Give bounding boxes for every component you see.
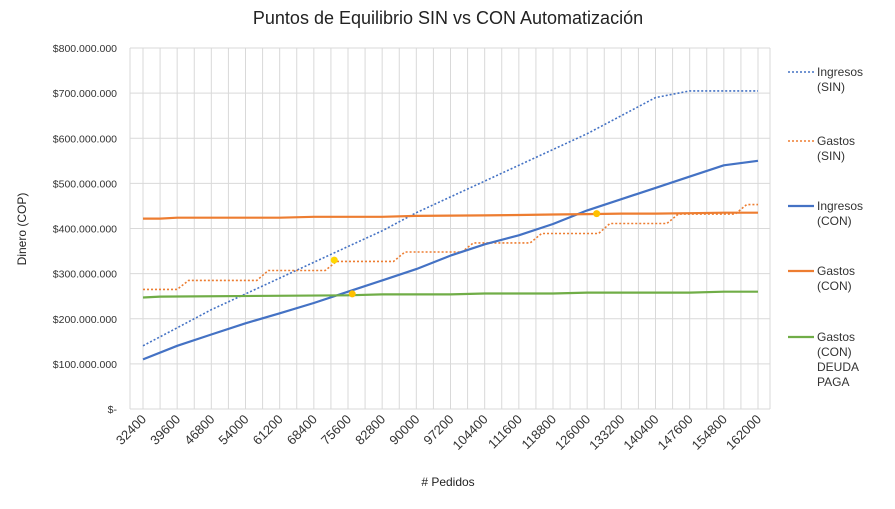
chart-title: Puntos de Equilibrio SIN vs CON Automati… [253,8,643,28]
y-axis-title: Dinero (COP) [15,193,29,266]
legend-label: Gastos [817,134,855,148]
series-line-1 [142,90,758,347]
x-tick-label: 140400 [620,412,661,453]
x-axis-ticks: 3240039600468005400061200684007560082800… [113,412,764,453]
legend-label: (CON) [817,345,852,359]
x-tick-label: 61200 [250,412,286,448]
series-line-4 [143,211,758,220]
break-even-point [348,290,356,298]
break-even-point [593,210,601,218]
y-axis-ticks: $- $100.000.000 $200.000.000 $300.000.000 $4… [53,43,118,416]
series-line-5 [142,290,758,299]
x-tick-label: 104400 [449,412,490,453]
y-tick-label: $800.000.000 [53,43,117,55]
grid [129,47,771,410]
series-line-3 [142,159,759,361]
x-tick-label: 162000 [723,412,764,453]
legend-label: (SIN) [817,149,845,163]
legend-label: Ingresos [817,65,863,79]
y-tick-label: $600.000.000 [53,133,117,145]
legend-label: (CON) [817,214,852,228]
break-even-point [330,256,338,264]
x-tick-label: 75600 [318,412,354,448]
x-tick-label: 54000 [215,412,251,448]
x-tick-label: 154800 [689,412,730,453]
legend-label: Gastos [817,264,855,278]
x-tick-label: 82800 [352,412,388,448]
legend: Ingresos(SIN)Gastos(SIN)Ingresos(CON)Gas… [788,65,863,389]
y-tick-label: $300.000.000 [53,269,117,281]
legend-label: DEUDA [817,360,859,374]
x-tick-label: 32400 [113,412,149,448]
x-tick-label: 68400 [284,412,320,448]
y-tick-label: $100.000.000 [53,359,117,371]
x-tick-label: 126000 [552,412,593,453]
x-tick-label: 90000 [386,412,422,448]
legend-label: Ingresos [817,199,863,213]
y-tick-label: $400.000.000 [53,224,117,236]
x-tick-label: 118800 [519,412,560,453]
x-tick-label: 39600 [147,412,183,448]
x-tick-label: 46800 [181,412,217,448]
points-layer [330,210,601,298]
x-tick-label: 133200 [586,412,627,453]
legend-label: Gastos [817,330,855,344]
x-tick-label: 111600 [485,412,525,452]
x-tick-label: 147600 [654,412,695,453]
y-tick-label: $200.000.000 [53,314,117,326]
y-tick-label: $- [108,404,118,416]
legend-label: PAGA [817,375,849,389]
legend-label: (SIN) [817,80,845,94]
y-tick-label: $500.000.000 [53,178,117,190]
series-line-2 [143,203,758,291]
x-axis-title: # Pedidos [421,475,474,489]
legend-label: (CON) [817,279,852,293]
y-tick-label: $700.000.000 [53,88,117,100]
series-layer [142,90,759,361]
